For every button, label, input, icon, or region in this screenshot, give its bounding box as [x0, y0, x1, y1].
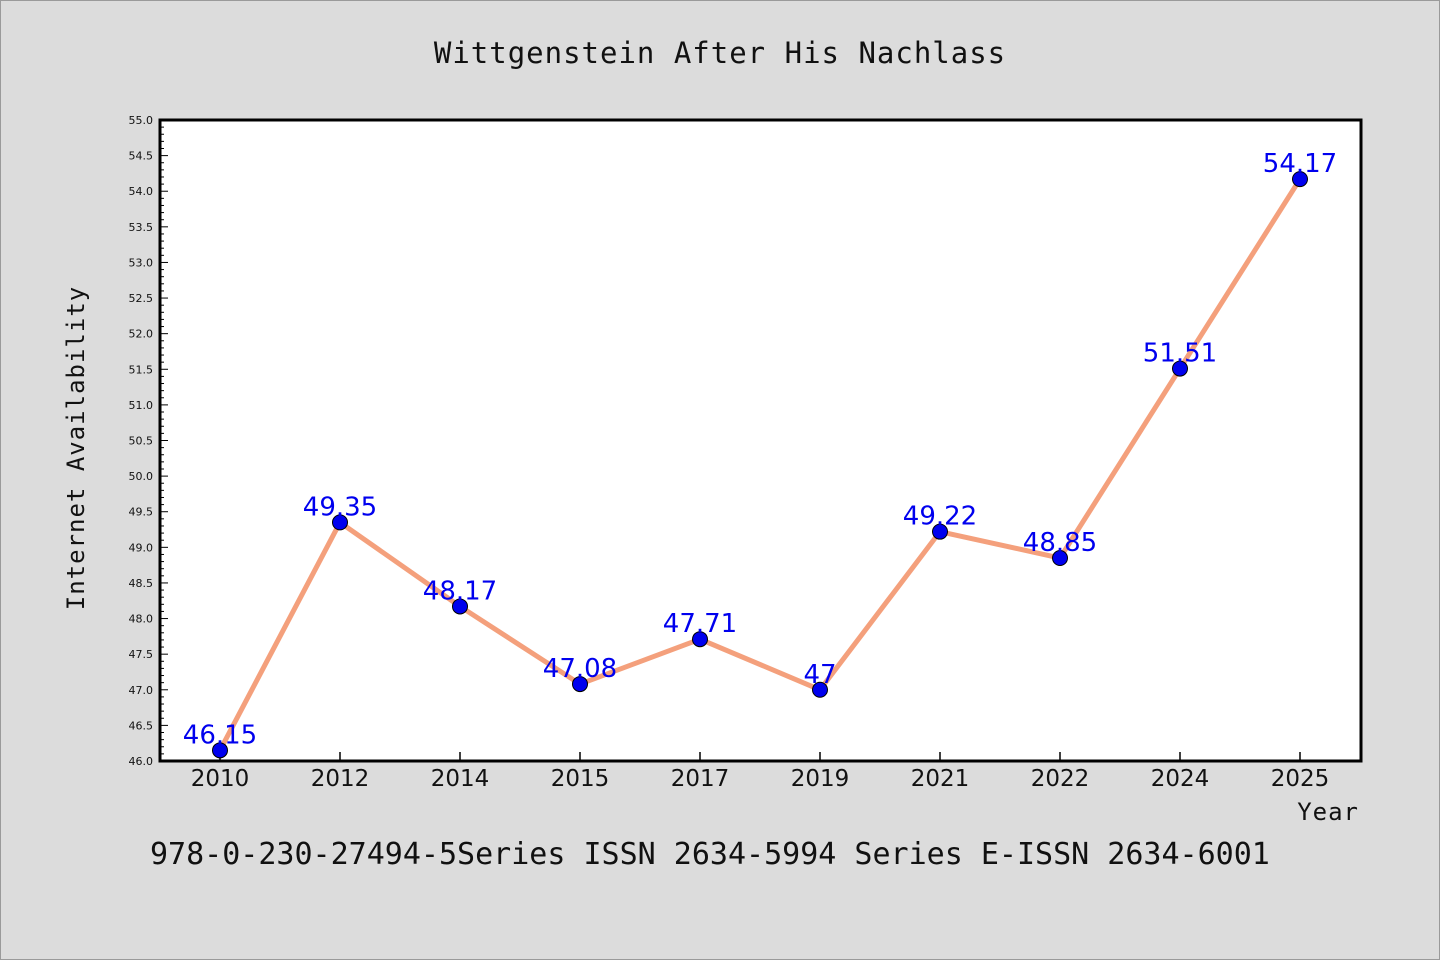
data-point: [692, 631, 708, 648]
data-point: [452, 598, 468, 615]
data-label: 54.17: [1263, 149, 1337, 179]
x-tick-label: 2024: [1151, 766, 1210, 792]
data-point: [572, 676, 588, 693]
data-label: 51.51: [1143, 339, 1217, 369]
data-point: [212, 742, 228, 759]
y-tick-label: 51.0: [129, 399, 154, 412]
x-tick-label: 2015: [551, 766, 610, 792]
y-tick-label: 46.0: [129, 755, 154, 768]
data-point: [932, 523, 948, 540]
x-axis-label: Year: [1297, 798, 1359, 826]
plot-area: [158, 118, 1363, 763]
y-tick-label: 46.5: [129, 719, 154, 732]
data-point: [332, 514, 348, 531]
y-tick-label: 52.5: [129, 292, 154, 305]
data-label: 47: [803, 660, 836, 690]
data-label: 49.35: [303, 492, 377, 522]
y-tick-label: 47.5: [129, 648, 154, 661]
x-tick-label: 2022: [1031, 766, 1090, 792]
data-point: [1292, 171, 1308, 188]
x-tick-label: 2019: [791, 766, 850, 792]
series-group: [212, 171, 1308, 759]
data-label: 48.85: [1023, 528, 1097, 558]
y-tick-label: 53.5: [129, 221, 154, 234]
data-point: [1052, 550, 1068, 567]
y-tick-label: 51.5: [129, 363, 154, 376]
y-tick-label: 54.5: [129, 150, 154, 163]
series-line: [217, 176, 1303, 753]
y-tick-label: 54.0: [129, 185, 154, 198]
x-tick-label: 2025: [1271, 766, 1330, 792]
data-point: [812, 681, 828, 698]
x-tick-label: 2010: [191, 766, 250, 792]
x-tick-label: 2012: [311, 766, 370, 792]
data-label: 46.15: [183, 720, 257, 750]
y-tick-label: 53.0: [129, 256, 154, 269]
data-label: 49.22: [903, 502, 977, 532]
x-tick-label: 2017: [671, 766, 730, 792]
data-labels: 46.15 49.35 48.17 47.08 47.71 47 49.22 48.85 51.…: [183, 149, 1337, 750]
y-tick-label: 48.5: [129, 577, 154, 590]
y-tick-label: 50.0: [129, 470, 154, 483]
y-tick-label: 49.5: [129, 506, 154, 519]
y-tick-label: 47.0: [129, 684, 154, 697]
y-axis: 46.0 46.5 47.0 47.5 48.0 48.5 49.0 49.5 50.0 50.5…: [129, 114, 168, 768]
data-label: 47.71: [663, 609, 737, 639]
y-tick-label: 50.5: [129, 435, 154, 448]
y-tick-label: 48.0: [129, 613, 154, 626]
x-tick-label: 2021: [911, 766, 970, 792]
x-axis: 2010 2012 2014 2015 2017 2019 2021 2022 2024 2025: [191, 752, 1330, 792]
y-tick-label: 49.0: [129, 541, 154, 554]
data-point: [1172, 360, 1188, 377]
y-tick-label: 52.0: [129, 328, 154, 341]
y-axis-label: Internet Availability: [62, 286, 90, 610]
x-tick-label: 2014: [431, 766, 490, 792]
footer-isbn-text: 978-0-230-27494-5Series ISSN 2634-5994 S…: [150, 837, 1270, 872]
chart-title: Wittgenstein After His Nachlass: [434, 36, 1006, 70]
data-label: 47.08: [543, 654, 617, 684]
data-label: 48.17: [423, 576, 497, 606]
y-tick-label: 55.0: [129, 114, 154, 127]
